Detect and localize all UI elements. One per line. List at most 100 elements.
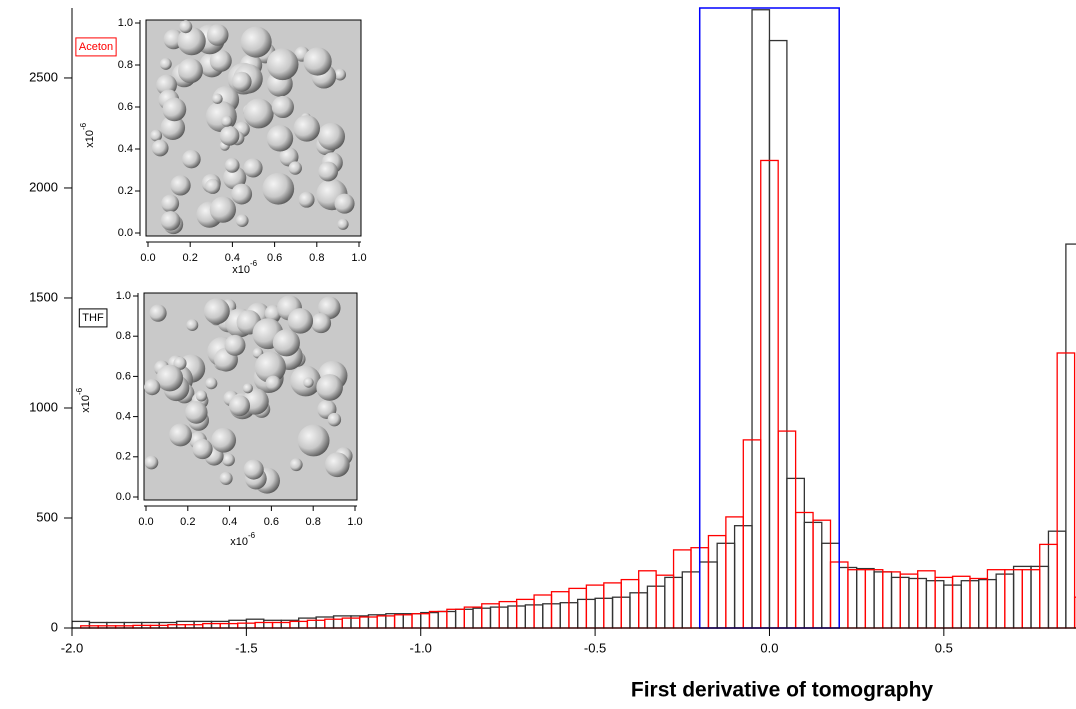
afm-blob	[179, 20, 193, 34]
afm-blob	[170, 175, 191, 196]
inset-y-tick-label: 1.0	[118, 17, 133, 29]
inset-y-tick-label: 0.2	[116, 451, 131, 463]
afm-blob	[310, 313, 332, 334]
y-tick-label: 1000	[29, 399, 58, 414]
inset-y-tick-label: 0.8	[118, 59, 133, 71]
afm-blob	[149, 304, 167, 322]
afm-blob	[266, 125, 294, 152]
afm-blob	[240, 26, 272, 58]
histogram-bar	[1073, 596, 1076, 629]
x-tick-label: 0.0	[760, 640, 778, 655]
afm-blob	[243, 459, 264, 480]
afm-blob	[303, 47, 332, 76]
afm-blob	[224, 158, 240, 173]
afm-blob	[151, 139, 169, 157]
afm-blob	[289, 458, 303, 472]
x-axis-label: First derivative of tomography	[631, 679, 934, 702]
x-tick-label: -0.5	[584, 640, 606, 655]
afm-blob	[303, 377, 314, 388]
afm-blob	[144, 455, 159, 470]
afm-blob	[219, 126, 240, 146]
x-tick-label: -1.0	[410, 640, 432, 655]
inset-y-tick-label: 0.6	[118, 101, 133, 113]
inset-x-tick-label: 0.6	[264, 516, 279, 528]
inset-y-tick-label: 0.2	[118, 185, 133, 197]
afm-blob	[243, 98, 274, 129]
axes: 0 500 1000 1500 2000 2500 -2.0 -1.5 -1.0 -0.5 0.0 0…	[29, 8, 1076, 655]
afm-blob	[318, 161, 339, 182]
afm-blob	[222, 453, 235, 467]
afm-blob	[150, 129, 163, 142]
afm-blob	[177, 27, 206, 56]
inset-label: THF	[82, 312, 104, 324]
afm-blob	[235, 214, 249, 227]
x-tick-label: -1.5	[235, 640, 257, 655]
inset-x-tick-label: 0.8	[306, 516, 321, 528]
inset-x-tick-label: 0.8	[309, 252, 324, 264]
inset-label-box	[78, 308, 108, 328]
afm-blob	[229, 395, 251, 417]
inset: 0.00.00.20.20.40.40.60.60.80.81.01.0x10-…	[75, 17, 367, 276]
inset-y-scale-exponent: -6	[79, 122, 88, 130]
afm-blob	[192, 438, 213, 460]
inset-label-box	[75, 37, 117, 57]
inset-y-tick-label: 0.6	[116, 370, 131, 382]
afm-blob	[219, 471, 233, 485]
inset-y-tick-label: 0.8	[116, 330, 131, 342]
afm-blob	[316, 374, 343, 401]
y-tick-label: 0	[51, 619, 58, 634]
afm-blob	[206, 24, 229, 46]
inset-x-tick-label: 0.4	[225, 252, 240, 264]
afm-blob	[209, 49, 232, 72]
afm-blob	[288, 161, 302, 175]
afm-blob	[293, 115, 320, 142]
afm-blob	[231, 71, 252, 92]
afm-blob	[169, 423, 192, 447]
afm-blob	[265, 375, 282, 392]
afm-blob	[205, 178, 221, 194]
x-tick-label: 0.5	[935, 640, 953, 655]
afm-blob	[337, 218, 349, 230]
y-tick-label: 2500	[29, 69, 58, 84]
afm-blob	[334, 193, 355, 214]
inset-y-scale: x10-6	[75, 387, 92, 412]
inset-x-tick-label: 0.4	[222, 516, 237, 528]
inset-y-tick-label: 0.4	[118, 143, 133, 155]
inset-label: Aceton	[79, 41, 113, 53]
inset-x-scale-exponent: -6	[248, 531, 256, 540]
inset-y-tick-label: 0.0	[118, 227, 133, 239]
afm-blob	[242, 383, 253, 394]
inset-x-tick-label: 0.0	[140, 252, 155, 264]
afm-blob	[160, 115, 186, 140]
inset-x-tick-label: 0.2	[180, 516, 195, 528]
inset-y-scale: x10	[80, 395, 92, 413]
afm-blob	[298, 191, 315, 208]
afm-blob	[262, 172, 295, 205]
afm-blob	[161, 194, 180, 213]
insets: 0.00.00.20.20.40.40.60.60.80.81.01.0x10-…	[75, 17, 367, 548]
afm-blob	[159, 58, 172, 70]
afm-blob	[224, 334, 246, 356]
afm-blob	[287, 308, 314, 334]
inset-x-scale: x10	[232, 264, 250, 276]
afm-blob	[209, 196, 237, 223]
afm-blob	[195, 390, 208, 402]
afm-blob	[266, 48, 299, 81]
afm-blob	[243, 158, 263, 178]
inset-x-scale: x10	[230, 536, 248, 548]
afm-blob	[271, 95, 294, 119]
afm-blob	[272, 329, 300, 357]
afm-blob	[185, 401, 208, 424]
afm-blob	[211, 427, 237, 453]
inset-y-scale: x10	[84, 130, 96, 148]
inset-y-scale: x10-6	[79, 122, 96, 147]
afm-blob	[144, 378, 161, 396]
afm-blob	[203, 298, 230, 325]
afm-blob	[254, 351, 286, 383]
inset-x-scale-exponent: -6	[250, 259, 258, 268]
inset-x-tick-label: 1.0	[351, 252, 366, 264]
afm-blob	[160, 210, 181, 231]
inset-x-tick-label: 1.0	[347, 516, 362, 528]
afm-blob	[205, 377, 218, 390]
